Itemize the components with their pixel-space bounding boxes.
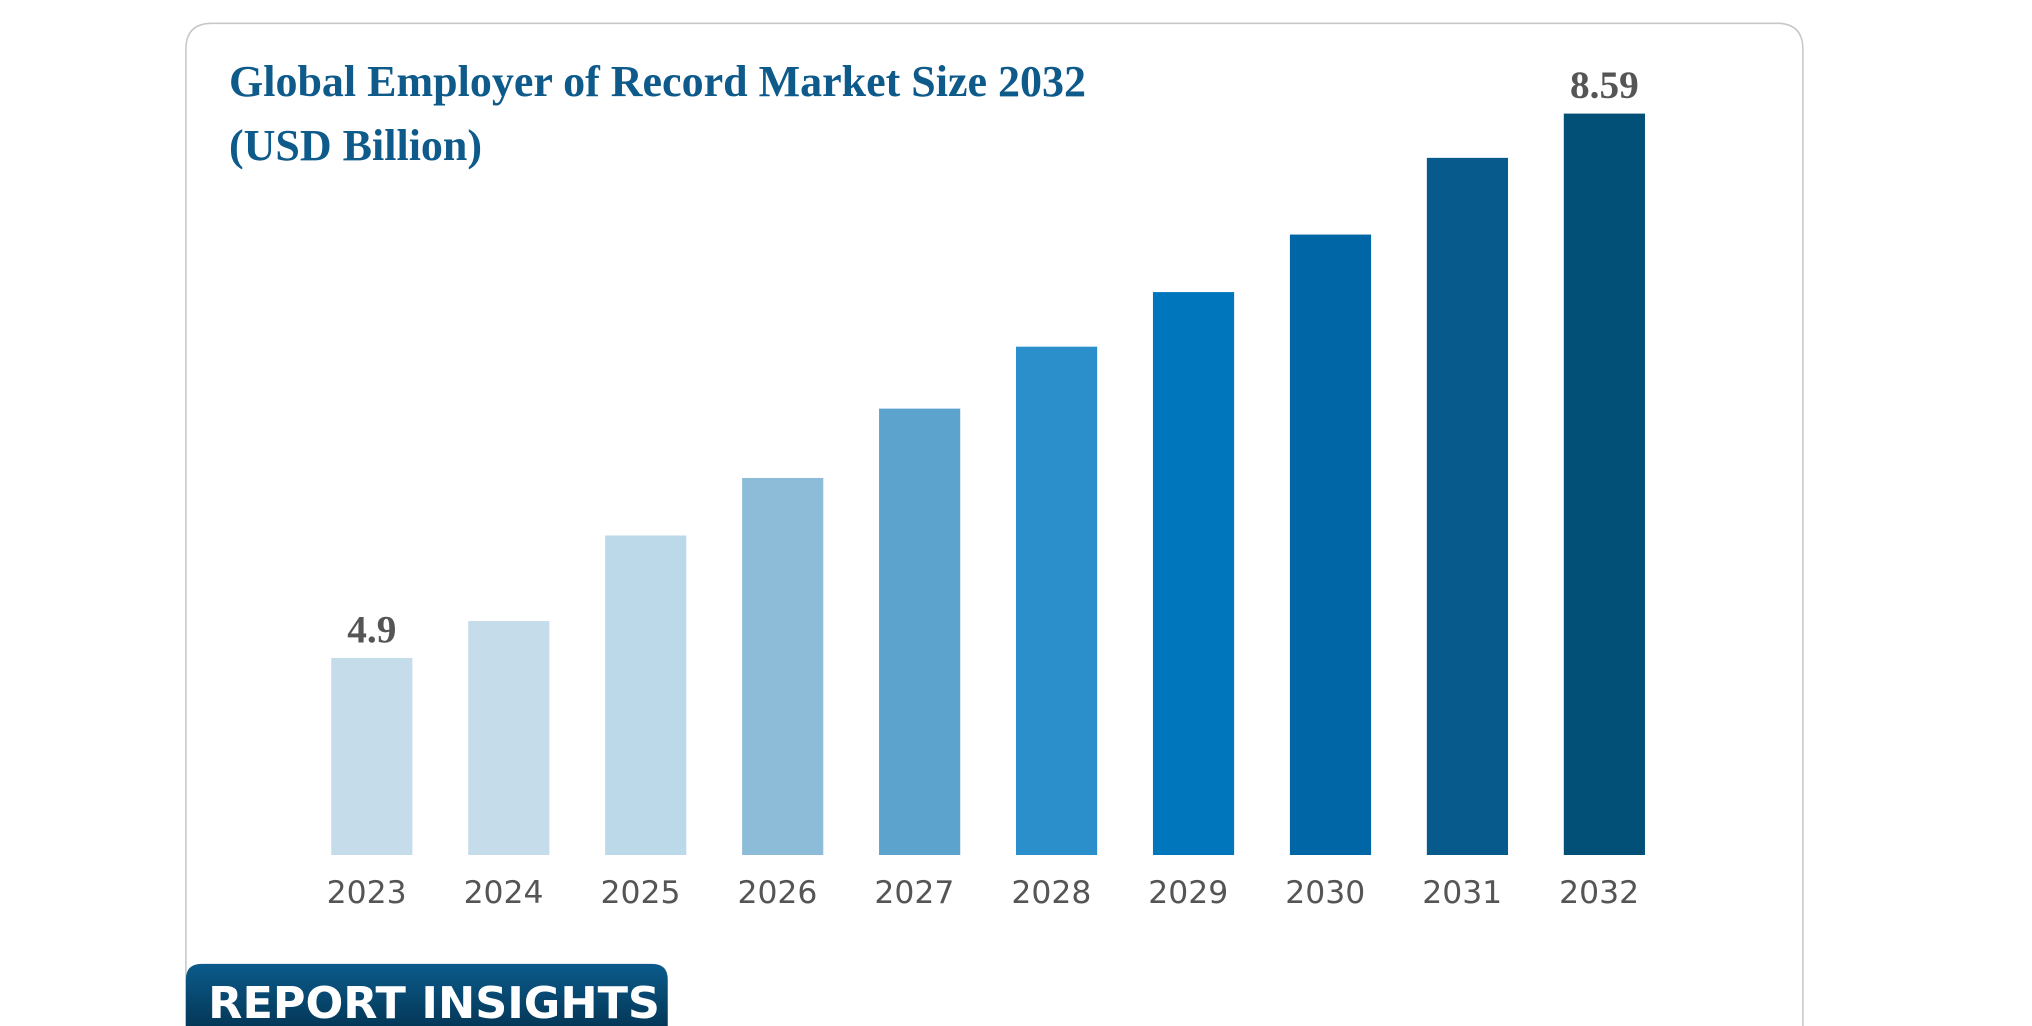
x-tick-label: 2028: [1011, 875, 1091, 911]
x-tick-label: 2030: [1285, 875, 1365, 911]
bar: [1563, 113, 1645, 855]
value-label: 8.59: [1570, 64, 1639, 107]
bar: [1152, 292, 1235, 855]
banner-text: REPORT INSIGHTS: [208, 978, 660, 1026]
x-tick-label: 2025: [601, 875, 681, 911]
x-tick-label: 2024: [464, 875, 544, 911]
card: [185, 22, 1804, 1026]
x-tick-label: 2027: [874, 875, 954, 911]
x-tick-label: 2023: [327, 875, 407, 911]
x-tick-label: 2032: [1559, 875, 1639, 911]
bar: [1426, 157, 1509, 855]
x-tick-label: 2026: [737, 875, 817, 911]
banner-tab: [185, 963, 668, 1026]
bar: [742, 477, 824, 855]
bar: [605, 535, 687, 855]
x-tick-label: 2031: [1422, 875, 1502, 911]
bar: [879, 408, 961, 855]
bar: [468, 621, 550, 855]
bar: [1016, 346, 1098, 855]
x-tick-label: 2029: [1148, 875, 1228, 911]
chart-title: Global Employer of Record Market Size 20…: [229, 57, 1087, 170]
bar: [331, 657, 413, 855]
bar: [1289, 234, 1372, 855]
value-label: 4.9: [347, 609, 396, 652]
